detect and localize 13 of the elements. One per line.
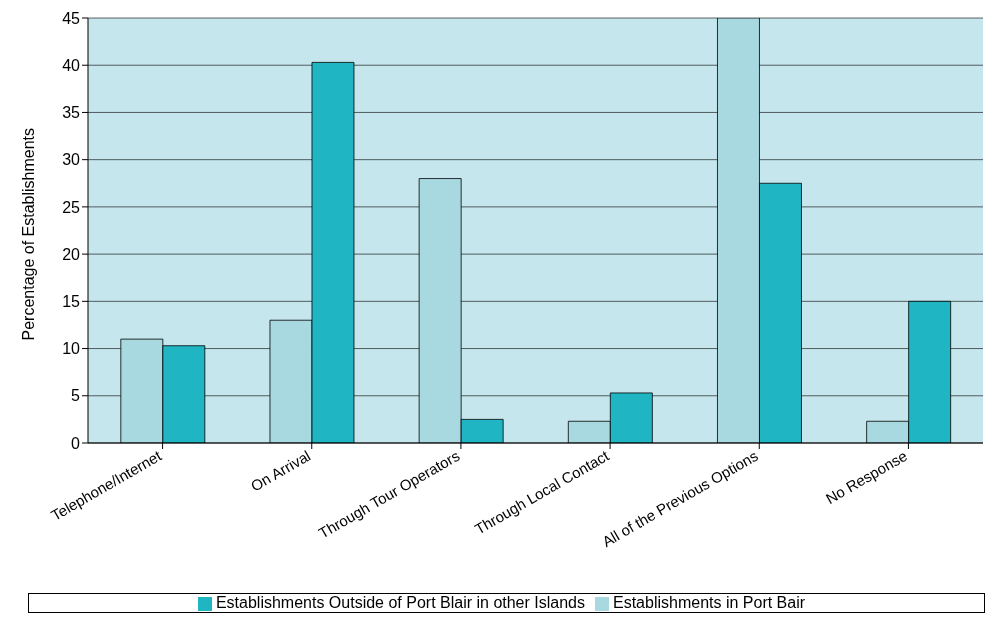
legend-label: Establishments Outside of Port Blair in other Islands [215,594,585,611]
y-tick-label: 30 [62,151,81,169]
y-tick-label: 45 [62,9,81,27]
y-tick-label: 10 [62,340,81,358]
y-tick-label: 0 [71,434,81,452]
y-tick-label: 20 [62,245,81,263]
y-axis-title: Percentage of Establishments [19,127,37,341]
y-tick-label: 40 [62,56,81,74]
y-tick-label: 15 [62,293,81,311]
y-tick-label: 35 [62,104,81,122]
y-tick-label: 5 [71,387,81,405]
legend-label: Establishments in Port Bair [612,594,806,611]
y-tick-label: 25 [62,198,81,216]
